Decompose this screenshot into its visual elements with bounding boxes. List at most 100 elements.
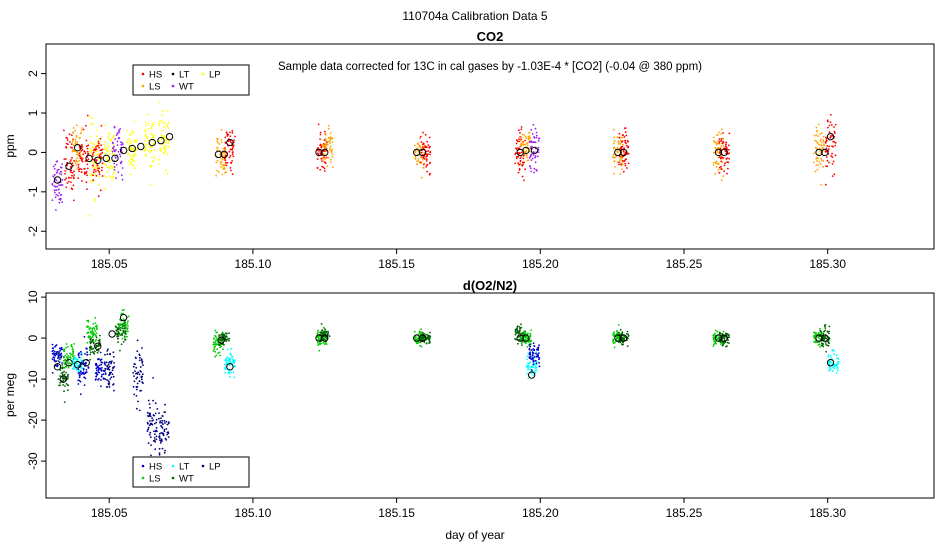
co2-point-hs: [521, 161, 524, 164]
o2n2-point-wt: [122, 341, 125, 343]
co2-point-lp: [131, 165, 134, 167]
co2-point-hs: [831, 175, 834, 178]
o2n2-y-tick-label: 10: [26, 290, 40, 304]
o2n2-point-wt: [116, 337, 119, 340]
co2-point-hs: [830, 124, 833, 126]
o2n2-point-hs: [79, 380, 82, 383]
co2-point-hs: [99, 189, 102, 192]
o2n2-point-lp: [163, 428, 166, 431]
o2n2-point-lp: [147, 442, 150, 444]
co2-point-hs: [320, 157, 323, 160]
o2n2-point-lt: [836, 357, 838, 359]
o2n2-point-ls: [92, 323, 94, 325]
o2n2-point-lp: [138, 354, 141, 357]
co2-point-lp: [112, 144, 115, 146]
o2n2-point-wt: [726, 341, 729, 344]
co2-point-hs: [524, 139, 526, 142]
o2n2-point-wt: [122, 322, 124, 325]
co2-point-lp: [98, 152, 100, 155]
o2n2-point-lt: [535, 363, 538, 366]
co2-point-ls: [218, 171, 220, 174]
co2-mean-marker: [714, 148, 723, 157]
o2n2-legend-label: LS: [149, 474, 161, 485]
co2-point-ls: [72, 131, 74, 134]
o2n2-point-hs: [95, 375, 98, 378]
co2-point-ls: [323, 153, 326, 156]
co2-point-ls: [822, 165, 825, 168]
co2-point-lp: [167, 127, 170, 129]
o2n2-point-hs: [80, 370, 82, 373]
o2n2-point-lp: [147, 426, 150, 429]
co2-point-lp: [103, 143, 105, 146]
co2-point-wt: [53, 167, 56, 170]
o2n2-point-ls: [67, 355, 70, 357]
co2-point-wt: [59, 197, 62, 200]
co2-point-lp: [89, 141, 92, 144]
co2-point-ls: [327, 125, 330, 127]
co2-point-hs: [320, 146, 323, 149]
co2-point-hs: [727, 161, 730, 164]
co2-point-ls: [619, 173, 622, 175]
o2n2-point-hs: [531, 353, 534, 355]
o2n2-point-lp: [138, 359, 141, 362]
co2-point-hs: [101, 148, 104, 151]
o2n2-point-hs: [538, 358, 540, 361]
co2-point-hs: [720, 138, 723, 140]
co2-point-hs: [825, 136, 827, 139]
co2-point-ls: [216, 159, 219, 162]
o2n2-point-lp: [164, 411, 166, 414]
co2-point-lp: [89, 174, 92, 177]
co2-point-hs: [224, 141, 227, 144]
co2-point-wt: [535, 134, 538, 137]
co2-point-hs: [725, 141, 728, 144]
co2-point-hs: [229, 155, 232, 157]
co2-point-hs: [727, 167, 729, 170]
co2-point-wt: [120, 141, 122, 144]
o2n2-point-lp: [147, 399, 150, 402]
co2-point-wt: [120, 162, 122, 165]
o2n2-legend-swatch: [171, 476, 175, 480]
co2-point-lp: [93, 198, 96, 201]
co2-point-hs: [80, 168, 83, 171]
co2-mean-marker: [119, 146, 128, 155]
co2-point-hs: [718, 151, 721, 154]
co2-point-ls: [520, 163, 522, 166]
co2-point-hs: [728, 149, 730, 151]
co2-point-wt: [537, 146, 540, 149]
co2-point-hs: [91, 155, 94, 157]
o2n2-point-ls: [94, 334, 97, 337]
co2-point-lp: [136, 139, 139, 142]
o2n2-point-ls: [814, 331, 816, 334]
o2n2-point-lt: [72, 359, 74, 362]
co2-mean-marker: [315, 148, 323, 157]
co2-point-lp: [163, 135, 166, 138]
o2n2-point-lp: [158, 435, 161, 437]
co2-point-wt: [111, 150, 114, 153]
o2n2-point-wt: [65, 383, 68, 385]
o2n2-point-lp: [159, 439, 161, 441]
o2n2-point-wt: [97, 350, 100, 352]
o2n2-point-lt: [230, 355, 233, 358]
co2-point-ls: [328, 149, 331, 151]
co2-point-hs: [80, 159, 83, 162]
co2-point-hs: [726, 172, 728, 175]
co2-point-hs: [225, 161, 227, 164]
o2n2-ylabel: per meg: [3, 373, 17, 417]
co2-point-wt: [530, 141, 533, 144]
o2n2-point-ls: [92, 331, 95, 334]
co2-point-hs: [78, 154, 81, 157]
co2-point-wt: [114, 138, 117, 141]
o2n2-point-lp: [160, 438, 163, 441]
co2-point-lp: [104, 124, 106, 127]
co2-point-hs: [98, 171, 101, 173]
o2n2-point-lp: [134, 370, 136, 373]
o2n2-point-ls: [612, 332, 615, 335]
co2-point-wt: [534, 155, 537, 158]
co2-point-lp: [110, 139, 112, 142]
co2-point-hs: [97, 169, 99, 172]
o2n2-point-hs: [78, 376, 81, 379]
o2n2-point-lt: [830, 357, 833, 359]
o2n2-point-ls: [89, 335, 92, 338]
o2n2-point-wt: [824, 324, 827, 326]
